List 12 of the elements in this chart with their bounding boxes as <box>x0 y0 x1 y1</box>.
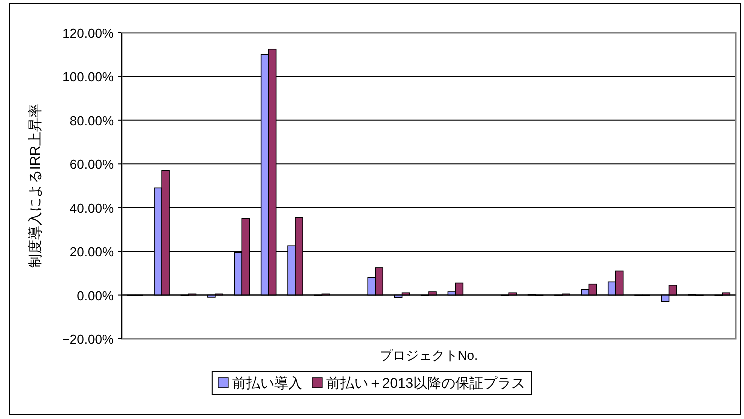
legend-label: 前払い導入 <box>232 375 302 391</box>
y-tick-label: 100.00% <box>62 70 114 85</box>
legend-label: 前払い＋2013以降の保証プラス <box>326 375 526 391</box>
y-tick-label: 40.00% <box>70 200 114 216</box>
x-axis-title: プロジェクトNo. <box>380 348 478 363</box>
y-tick-label: −20.00% <box>62 332 114 347</box>
y-axis-title: 制度導入によるIRR上昇率 <box>27 104 43 268</box>
y-tick-label: 120.00% <box>62 26 114 41</box>
y-tick-label: 80.00% <box>70 113 114 128</box>
y-tick-label: 60.00% <box>70 157 114 172</box>
y-tick-label: 20.00% <box>70 244 114 260</box>
y-tick-label: 0.00% <box>77 288 114 304</box>
